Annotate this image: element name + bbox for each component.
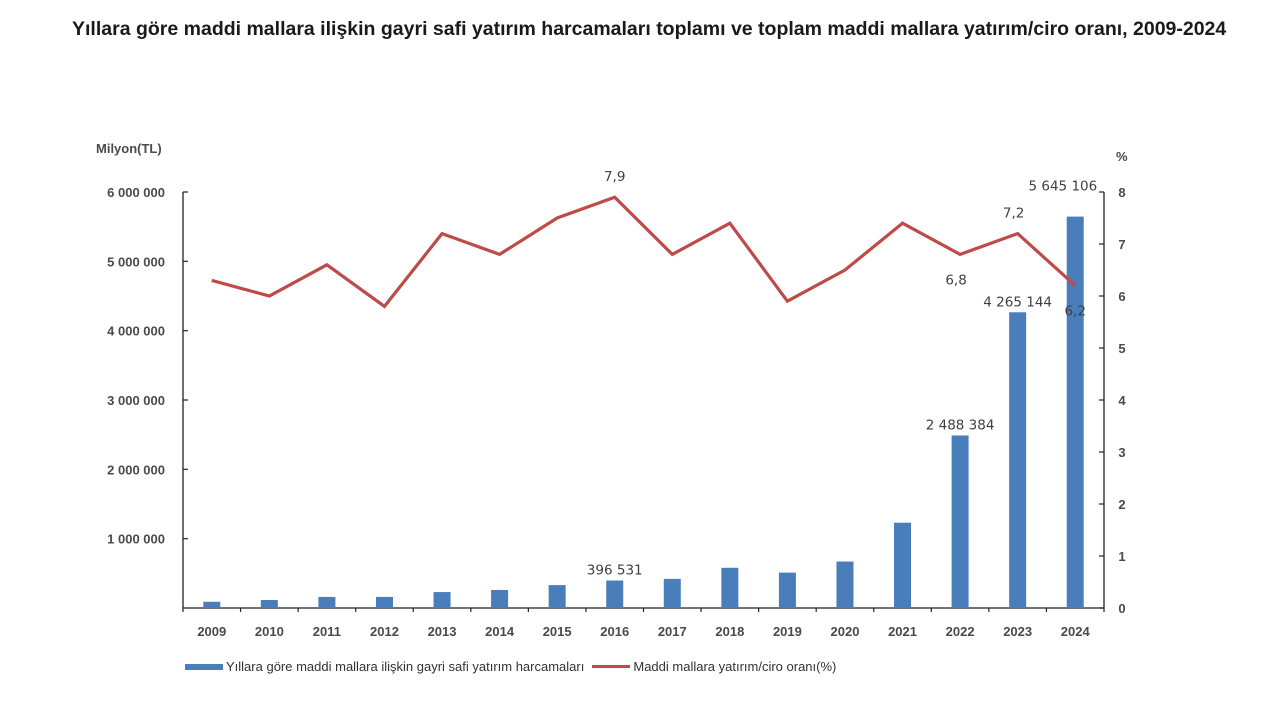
line-data-label: 6,8 [945,272,966,288]
y-right-tick-label: 5 [1118,341,1125,356]
y-right-tick-label: 6 [1118,289,1125,304]
y-left-axis-title: Milyon(TL) [96,141,162,156]
y-right-tick-label: 3 [1118,445,1125,460]
y-left-tick-label: 3 000 000 [107,393,165,408]
y-right-tick-label: 1 [1118,549,1125,564]
bar-data-label: 396 531 [587,563,643,579]
x-tick-label: 2024 [1061,624,1091,639]
ratio-line [211,195,1077,309]
x-tick-label: 2016 [600,624,629,639]
bar-2020 [836,561,854,608]
x-tick-label: 2019 [773,624,802,639]
x-tick-label: 2017 [658,624,687,639]
bar-2023 [1009,312,1027,608]
bar-2021 [894,522,912,608]
x-tick-label: 2012 [370,624,399,639]
y-right-tick-label: 7 [1118,237,1125,252]
bar-2024 [1066,216,1084,608]
bar-2010 [260,600,278,608]
x-tick-label: 2021 [888,624,917,639]
line-data-label: 7,9 [604,169,625,185]
y-left-tick-label: 2 000 000 [107,462,165,477]
bar-2011 [318,596,336,608]
x-tick-label: 2020 [831,624,860,639]
x-tick-label: 2009 [197,624,226,639]
y-left-tick-label: 6 000 000 [107,185,165,200]
legend-bar-swatch [185,663,223,670]
x-tick-label: 2023 [1003,624,1032,639]
legend-line-label: Maddi mallara yatırım/ciro oranı(%) [633,659,837,674]
bar-data-label: 4 265 144 [983,294,1052,310]
line-data-label: 6,2 [1064,304,1085,320]
bar-2009 [203,601,221,608]
bar-2012 [375,596,393,608]
bar-2017 [663,578,681,608]
y-left-tick-label: 4 000 000 [107,324,165,339]
x-tick-label: 2022 [946,624,975,639]
chart-title: Yıllara göre maddi mallara ilişkin gayri… [72,18,1227,40]
y-left-tick-label: 1 000 000 [107,532,165,547]
legend-bar-label: Yıllara göre maddi mallara ilişkin gayri… [226,659,585,674]
bar-2016 [606,580,624,608]
x-tick-label: 2011 [313,624,341,639]
bar-2022 [951,435,969,608]
y-right-tick-label: 4 [1118,393,1126,408]
x-tick-label: 2015 [543,624,572,639]
bar-2019 [778,572,796,608]
y-right-tick-label: 2 [1118,497,1125,512]
legend-line-swatch [592,665,631,668]
bar-2018 [721,567,739,608]
bar-2013 [433,592,451,608]
x-tick-label: 2013 [428,624,457,639]
x-tick-label: 2018 [715,624,744,639]
line-data-label: 7,2 [1003,206,1024,222]
y-right-axis-title: % [1116,149,1128,164]
bar-2015 [548,585,566,608]
bar-data-label: 5 645 106 [1029,179,1098,195]
y-right-tick-label: 0 [1118,601,1125,616]
bar-2014 [491,589,509,608]
bar-data-label: 2 488 384 [926,417,995,433]
x-tick-label: 2010 [255,624,284,639]
y-left-tick-label: 5 000 000 [107,254,165,269]
chart-legend: Yıllara göre maddi mallara ilişkin gayri… [185,659,836,674]
y-right-tick-label: 8 [1118,185,1125,200]
x-tick-label: 2014 [485,624,515,639]
